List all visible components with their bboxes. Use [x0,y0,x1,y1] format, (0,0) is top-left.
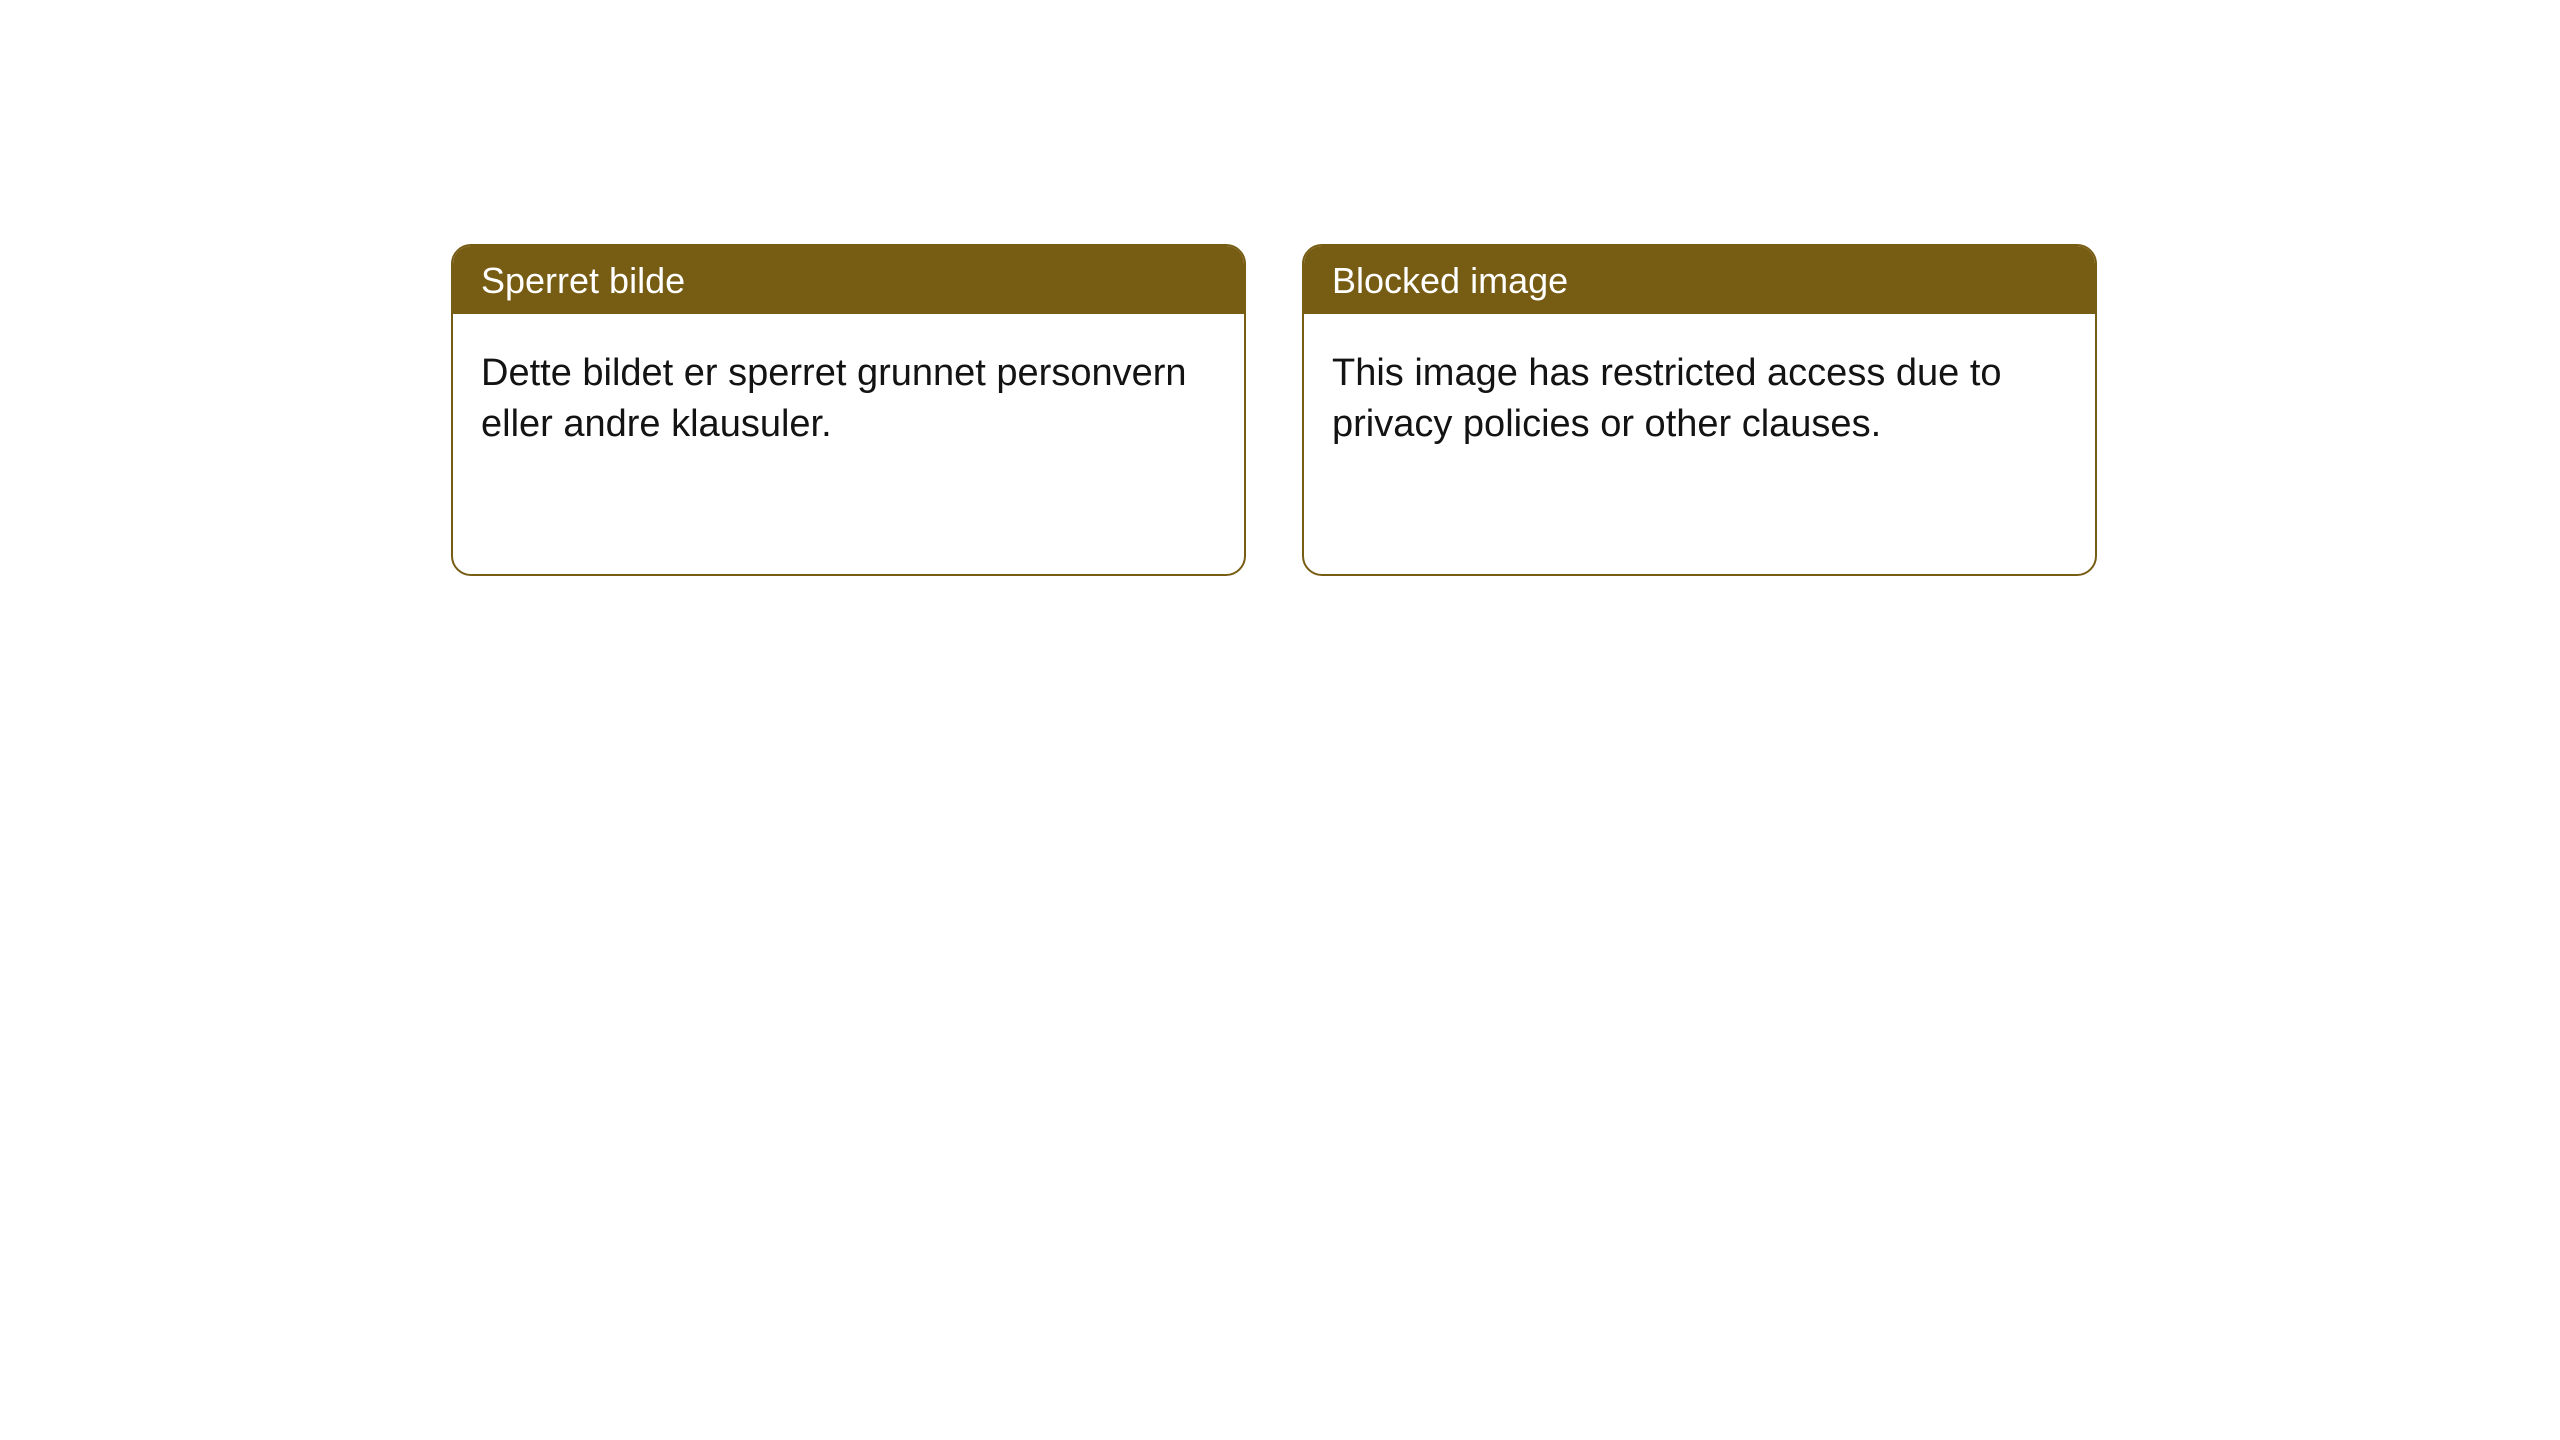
card-body-no: Dette bildet er sperret grunnet personve… [453,314,1244,479]
card-title-no: Sperret bilde [453,246,1244,314]
blocked-image-card-en: Blocked image This image has restricted … [1302,244,2097,576]
card-body-en: This image has restricted access due to … [1304,314,2095,479]
blocked-image-card-no: Sperret bilde Dette bildet er sperret gr… [451,244,1246,576]
cards-container: Sperret bilde Dette bildet er sperret gr… [0,0,2560,576]
card-title-en: Blocked image [1304,246,2095,314]
